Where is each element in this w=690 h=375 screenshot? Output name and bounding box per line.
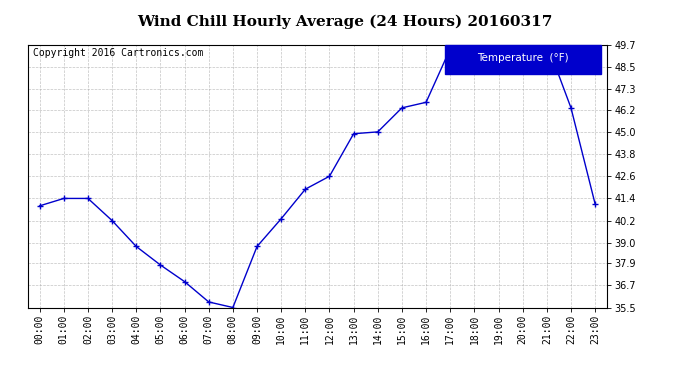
Temperature  (°F) [446, 46, 454, 51]
Temperature  (°F) [180, 279, 188, 284]
Temperature  (°F) [36, 204, 44, 208]
Text: Wind Chill Hourly Average (24 Hours) 20160317: Wind Chill Hourly Average (24 Hours) 201… [137, 15, 553, 29]
Text: Temperature  (°F): Temperature (°F) [477, 53, 569, 63]
Temperature  (°F) [519, 54, 527, 58]
Temperature  (°F) [84, 196, 92, 201]
Temperature  (°F) [326, 174, 334, 178]
Temperature  (°F) [494, 56, 502, 60]
Temperature  (°F) [422, 100, 431, 105]
FancyBboxPatch shape [445, 45, 602, 74]
Temperature  (°F) [204, 300, 213, 304]
Temperature  (°F) [349, 132, 357, 136]
Temperature  (°F) [59, 196, 68, 201]
Temperature  (°F) [591, 202, 599, 206]
Temperature  (°F) [471, 45, 479, 49]
Temperature  (°F) [108, 218, 116, 223]
Temperature  (°F) [542, 41, 551, 45]
Temperature  (°F) [156, 263, 165, 267]
Line: Temperature  (°F): Temperature (°F) [37, 40, 598, 310]
Temperature  (°F) [253, 244, 261, 249]
Temperature  (°F) [229, 305, 237, 310]
Temperature  (°F) [277, 216, 286, 221]
Temperature  (°F) [132, 244, 141, 249]
Text: Copyright 2016 Cartronics.com: Copyright 2016 Cartronics.com [33, 48, 204, 58]
Temperature  (°F) [374, 130, 382, 134]
Temperature  (°F) [301, 187, 309, 192]
Temperature  (°F) [397, 106, 406, 110]
Temperature  (°F) [566, 106, 575, 110]
